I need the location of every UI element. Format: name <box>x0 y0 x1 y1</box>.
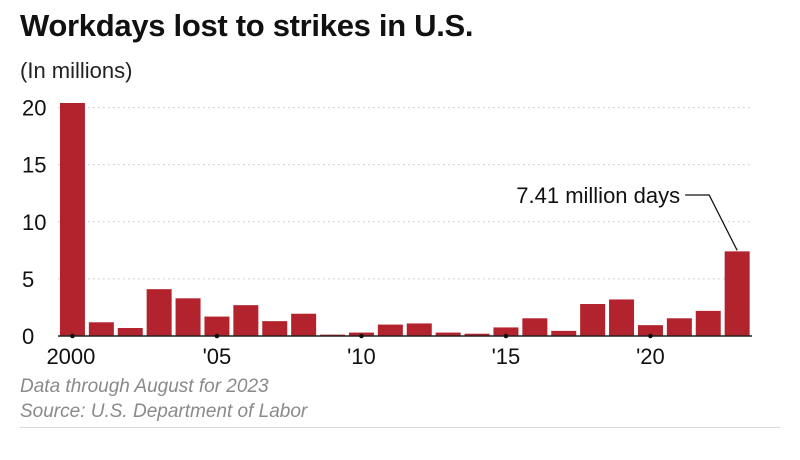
bar-2001 <box>88 322 114 336</box>
bar-2004 <box>175 298 201 336</box>
bar-2015 <box>493 327 519 336</box>
x-tick-mark <box>503 333 509 339</box>
chart-title: Workdays lost to strikes in U.S. <box>20 8 474 43</box>
bar-2011 <box>377 324 403 336</box>
bar-2006 <box>233 305 259 336</box>
bar-2003 <box>146 289 172 336</box>
bar-2005 <box>204 316 230 336</box>
bar-2012 <box>406 323 432 336</box>
x-tick-mark <box>214 333 220 339</box>
x-tick-label: '05 <box>203 344 232 369</box>
x-tick-label: 2000 <box>46 344 95 369</box>
y-tick-label: 15 <box>22 153 46 178</box>
bar-2019 <box>609 299 635 336</box>
x-tick-label: '20 <box>636 344 665 369</box>
x-tick-mark <box>70 333 75 339</box>
x-tick-label: '10 <box>347 344 376 369</box>
annotation-label: 7.41 million days <box>516 183 680 208</box>
source-note: Source: U.S. Department of Labor <box>20 401 308 422</box>
y-tick-label: 0 <box>22 324 34 349</box>
y-tick-label: 20 <box>22 96 46 121</box>
gridlines <box>58 107 752 280</box>
bar-2014 <box>464 333 490 336</box>
bar-2002 <box>117 328 143 336</box>
bar-2008 <box>291 313 317 336</box>
bars <box>59 103 750 336</box>
divider <box>20 427 780 428</box>
annotation: 7.41 million days <box>516 183 738 251</box>
y-tick-label: 5 <box>22 267 34 292</box>
x-tick-mark <box>648 333 653 339</box>
bar-2013 <box>435 332 461 336</box>
bar-2000 <box>59 103 85 336</box>
bar-2022 <box>695 310 721 336</box>
y-tick-label: 10 <box>22 210 46 235</box>
bar-2023 <box>724 251 750 336</box>
bar-2018 <box>580 304 606 336</box>
chart-subtitle: (In millions) <box>20 58 133 83</box>
data-note: Data through August for 2023 <box>20 376 269 397</box>
bar-2007 <box>262 321 288 336</box>
x-tick-label: '15 <box>492 344 521 369</box>
axes: 0 5 10 15 20 2000 '05 '10 '15 '20 <box>22 96 752 369</box>
bar-2020 <box>637 325 663 336</box>
x-tick-mark <box>359 333 364 339</box>
annotation-leader-line <box>685 194 738 251</box>
bar-2021 <box>666 318 692 336</box>
bar-2017 <box>551 330 577 336</box>
bar-2016 <box>522 318 548 336</box>
